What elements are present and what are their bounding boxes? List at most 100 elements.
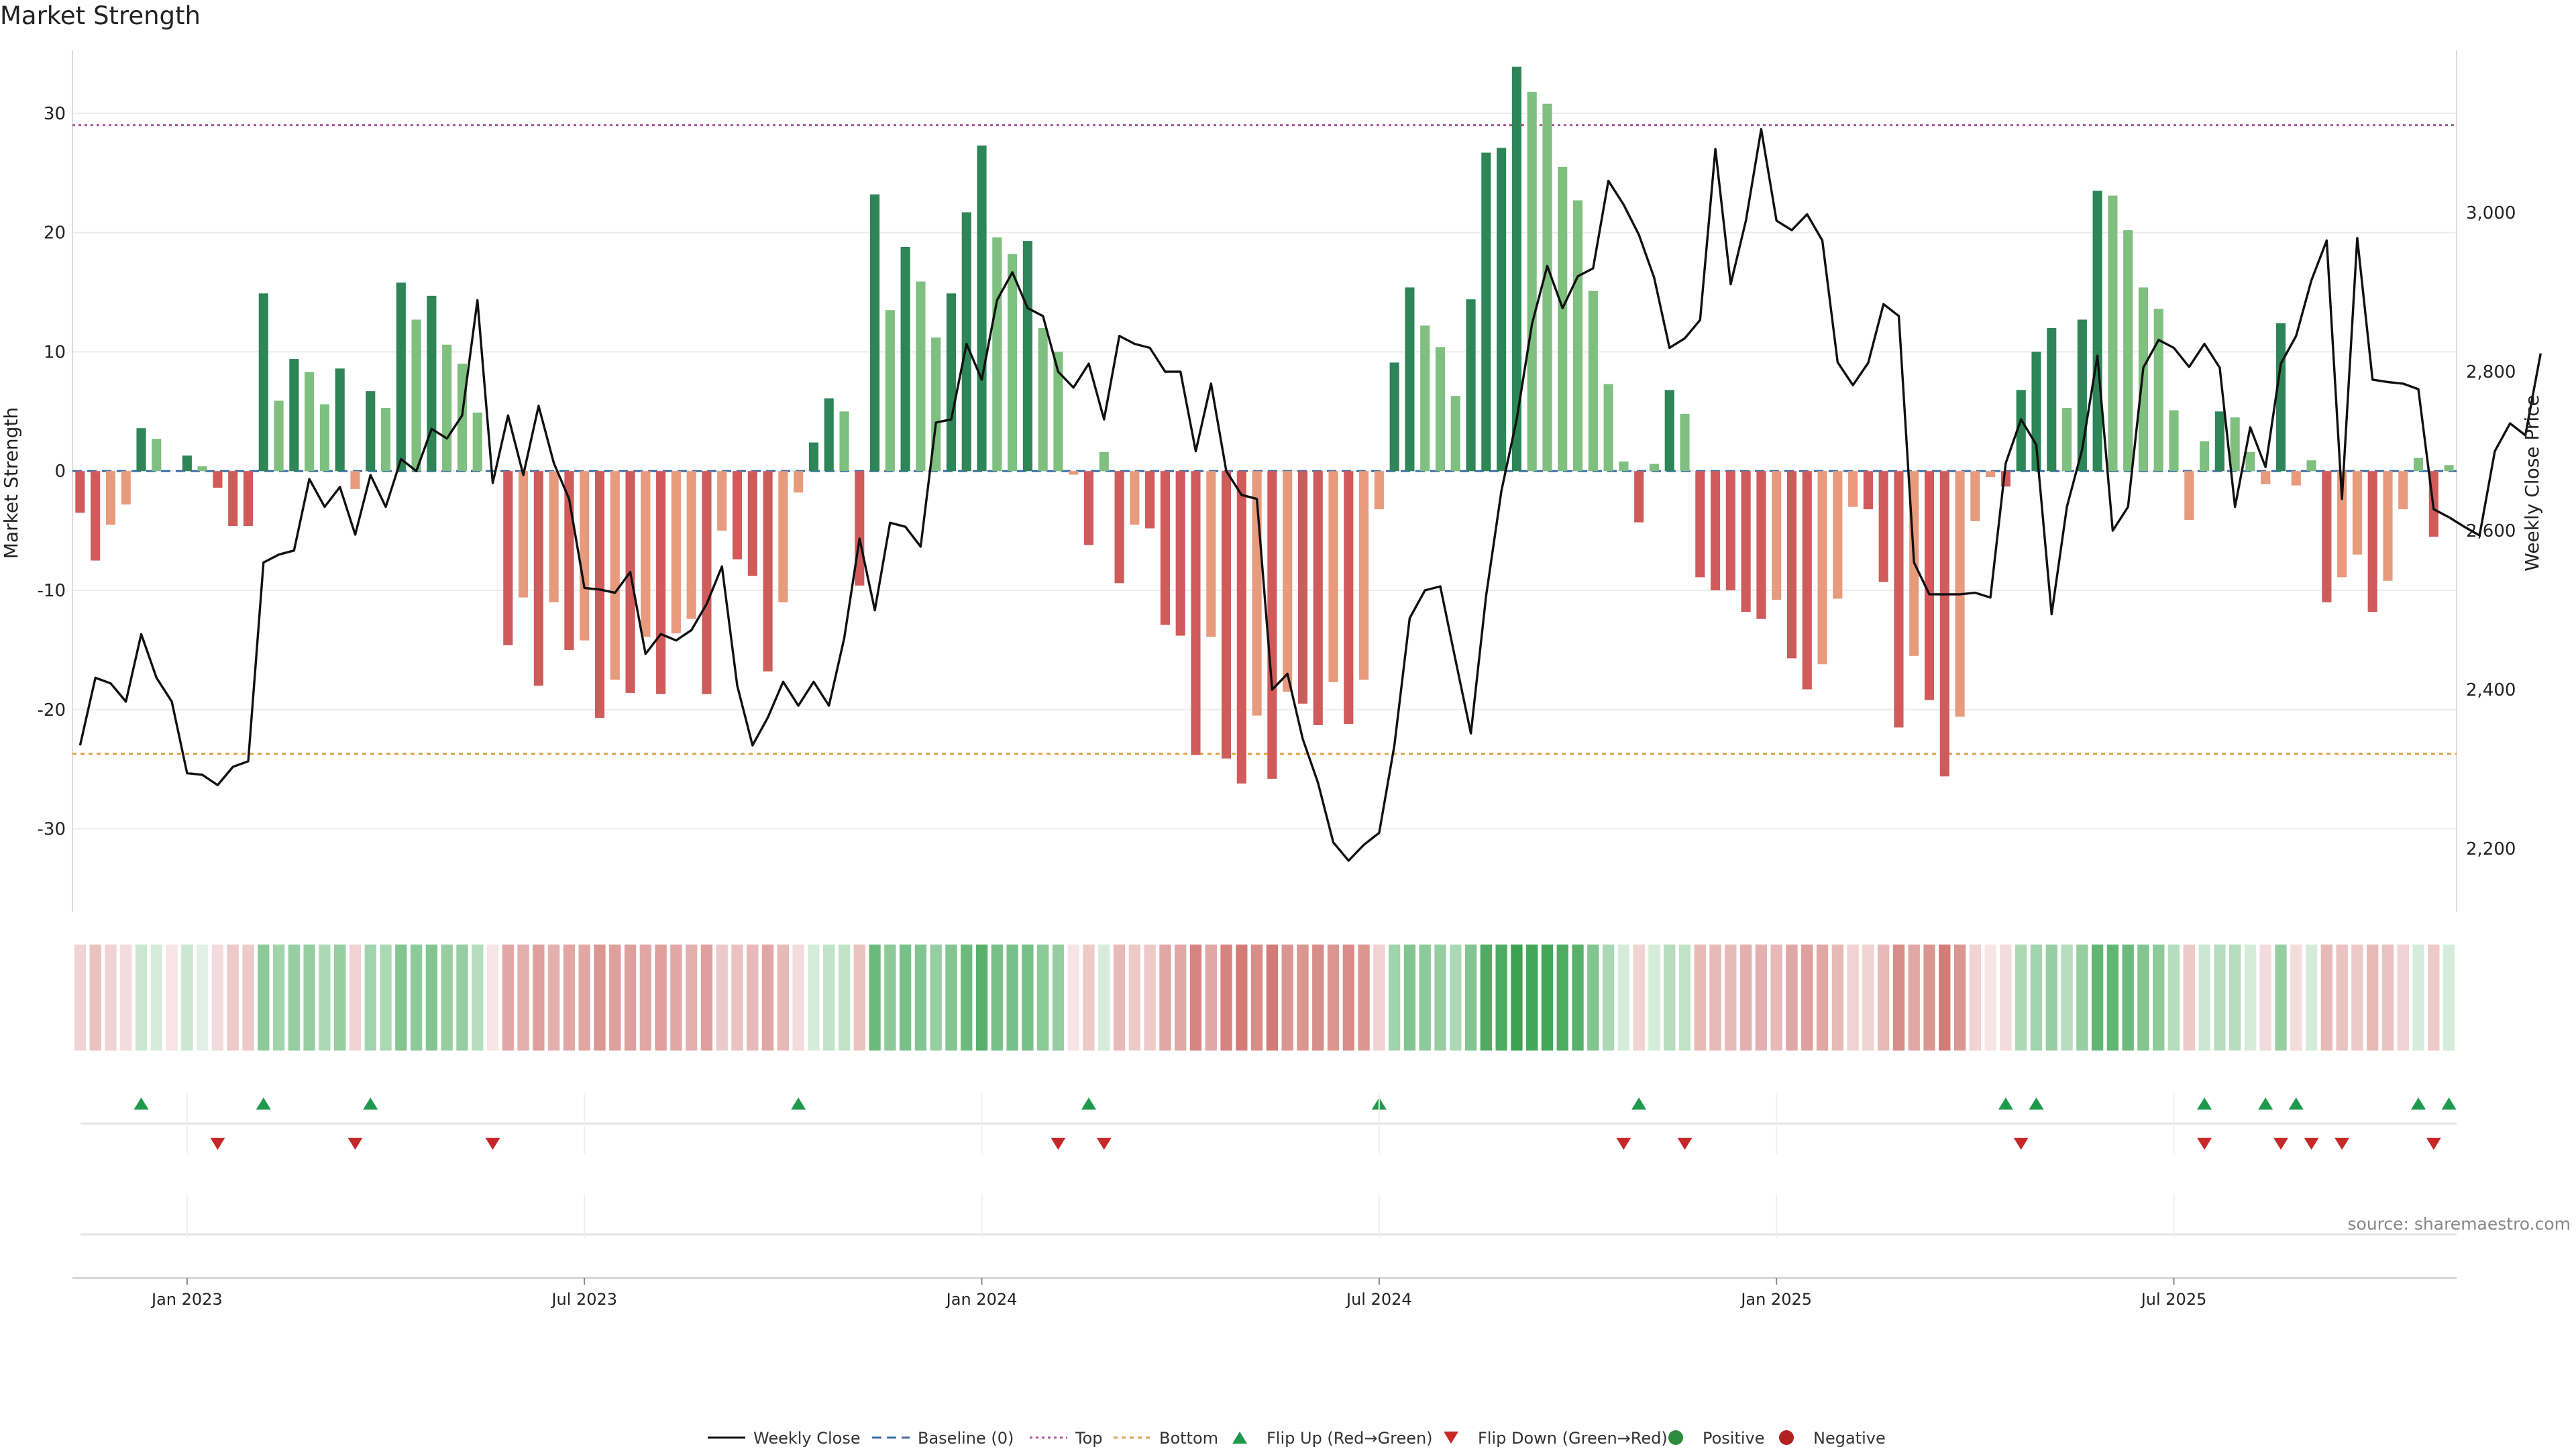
condition-cell [242, 945, 254, 1051]
y-axis-left: -30 -20 -10 0 10 20 30 [38, 50, 73, 912]
strength-bar [686, 471, 696, 619]
strength-bar [1649, 464, 1660, 472]
strength-bar [977, 145, 987, 472]
strength-bar [1038, 327, 1048, 472]
strength-bar [182, 455, 192, 472]
condition-cell [1786, 945, 1798, 1051]
condition-cell [135, 945, 148, 1051]
condition-cell [2122, 945, 2134, 1051]
flip-up-marker [2441, 1097, 2457, 1110]
strength-bar [1756, 471, 1766, 619]
condition-cell [777, 945, 790, 1051]
strength-bar [747, 471, 757, 576]
condition-cell [211, 945, 224, 1051]
condition-cell [517, 945, 529, 1051]
flip-down-marker [1051, 1138, 1066, 1150]
condition-cell [961, 945, 973, 1051]
strength-bar [1450, 396, 1460, 472]
condition-cell [1403, 945, 1416, 1051]
strength-bar [916, 281, 926, 472]
x-axis: Jan 2023 Jul 2023 Jan 2024 Jul 2024 Jan 2025… [72, 1093, 2457, 1309]
strength-bar [1221, 471, 1232, 759]
strength-bar [1022, 241, 1032, 472]
strength-bar [671, 471, 681, 633]
condition-cell [2045, 945, 2057, 1051]
strength-bar [732, 471, 743, 559]
condition-cell [686, 945, 698, 1051]
legend-label: Negative [1813, 1429, 1886, 1448]
condition-cell [395, 945, 407, 1051]
strength-bar [2367, 471, 2377, 612]
flip-down-marker [2334, 1138, 2350, 1150]
condition-cell [456, 945, 468, 1051]
flip-up-marker [2029, 1097, 2044, 1110]
x-tick-label: Jan 2024 [945, 1290, 1018, 1309]
condition-cell [150, 945, 162, 1051]
strength-bar [1986, 471, 1996, 478]
strength-bar [869, 194, 880, 472]
strength-bar [1680, 413, 1690, 472]
strength-bar [243, 471, 254, 526]
strength-bar [1466, 299, 1476, 472]
strength-bar [1924, 471, 1935, 700]
legend-label: Weekly Close [753, 1429, 861, 1448]
condition-cell [1083, 945, 1095, 1051]
strength-bar [1664, 390, 1674, 472]
strength-bar [1725, 471, 1735, 590]
condition-cell [258, 945, 270, 1051]
flip-down-marker [485, 1138, 500, 1150]
reference-lines [72, 124, 2457, 755]
strength-bar [794, 471, 804, 493]
strength-bar [855, 471, 865, 586]
price-line [78, 127, 2542, 862]
x-tick-label: Jul 2023 [550, 1290, 617, 1309]
condition-cell [1220, 945, 1232, 1051]
strength-bar [2291, 471, 2301, 486]
flip-down-marker [2304, 1138, 2319, 1150]
condition-cell [2229, 945, 2241, 1051]
strength-bar [778, 471, 788, 602]
condition-cell [1342, 945, 1354, 1051]
strength-bar [900, 247, 910, 472]
strength-bar [1374, 471, 1384, 510]
strength-bar [702, 471, 712, 694]
legend-label: Flip Down (Green→Red) [1478, 1429, 1668, 1448]
y2-tick-label: 2,800 [2466, 362, 2516, 382]
flip-down-marker [1096, 1138, 1112, 1150]
strength-bar [824, 398, 834, 472]
flip-up-marker [791, 1097, 806, 1110]
condition-cell [181, 945, 193, 1051]
legend-swatch [1668, 1430, 1683, 1445]
flip-up-marker [133, 1097, 149, 1110]
strength-bar [2016, 390, 2026, 472]
strength-bar [136, 428, 146, 472]
condition-cell [1495, 945, 1507, 1051]
condition-cell [761, 945, 774, 1051]
strength-bar [763, 471, 773, 672]
condition-cell [74, 945, 87, 1051]
strength-bar [1848, 471, 1858, 507]
condition-cell [1939, 945, 1951, 1051]
strength-bar [1099, 451, 1109, 472]
condition-cell [2091, 945, 2104, 1051]
strength-bar [1420, 325, 1430, 472]
strength-bar [2413, 458, 2424, 472]
strength-bar [274, 400, 284, 472]
strength-bar [2230, 417, 2240, 472]
condition-cell [1541, 945, 1554, 1051]
condition-cell [1725, 945, 1737, 1051]
condition-cell [1327, 945, 1340, 1051]
condition-cell [105, 945, 117, 1051]
condition-cell [655, 945, 667, 1051]
flip-up-marker [2411, 1097, 2426, 1110]
condition-cell [2030, 945, 2043, 1051]
condition-cell [1464, 945, 1477, 1051]
condition-cell [272, 945, 285, 1051]
y2-tick-label: 2,200 [2466, 839, 2516, 859]
strength-bar [1083, 471, 1094, 545]
condition-cell [1037, 945, 1049, 1051]
strength-bar [2061, 408, 2072, 472]
strength-bar [1069, 471, 1079, 475]
strength-bar [1619, 462, 1629, 472]
condition-cell [639, 945, 651, 1051]
